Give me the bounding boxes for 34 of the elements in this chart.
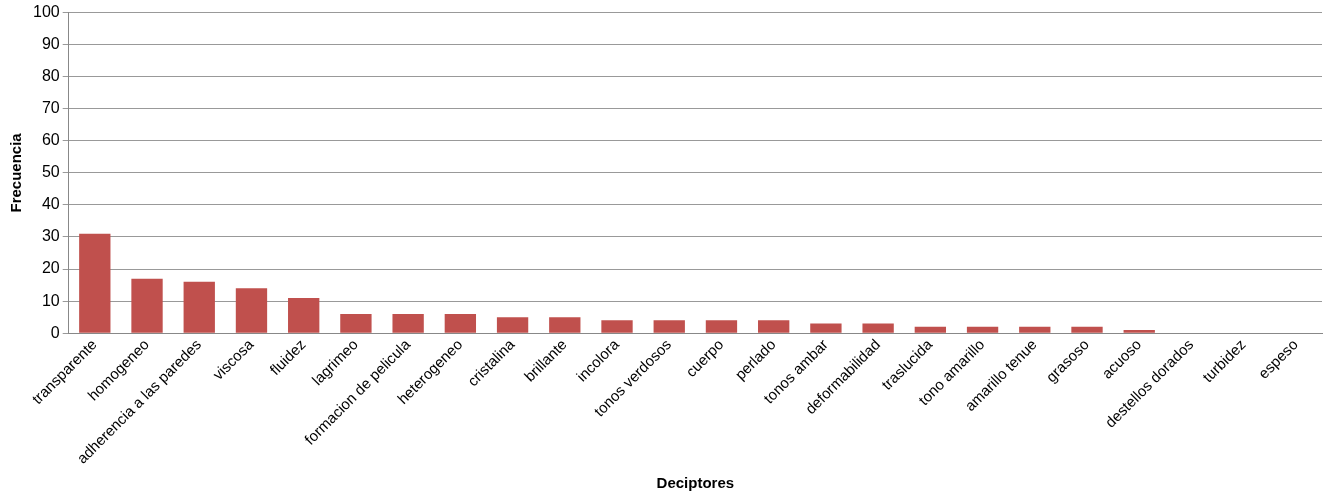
y-tick-label: 80 (41, 67, 60, 85)
bar (1071, 326, 1103, 333)
y-tick-label: 90 (41, 35, 60, 53)
bar (340, 313, 372, 333)
y-tick-label: 0 (50, 323, 60, 341)
bar (601, 320, 633, 333)
bar (705, 320, 738, 333)
bar (79, 233, 111, 333)
bar (1019, 326, 1051, 333)
bar (758, 320, 790, 333)
bar (549, 317, 581, 333)
y-tick-label: 50 (41, 163, 60, 181)
bar (966, 326, 999, 333)
y-tick-label: 70 (41, 99, 60, 117)
bar (183, 281, 215, 333)
bar (444, 313, 477, 333)
bar (1123, 329, 1155, 333)
bar (131, 278, 163, 333)
bar (288, 297, 320, 333)
y-tick-label: 20 (41, 259, 60, 277)
bar (810, 323, 842, 333)
y-tick-label: 60 (41, 131, 60, 149)
y-tick-label: 10 (41, 291, 60, 309)
bar (392, 313, 424, 333)
bar (653, 320, 685, 333)
x-axis-title: Deciptores (656, 474, 735, 492)
bar (496, 317, 529, 333)
bar (235, 288, 268, 333)
y-tick-label: 100 (32, 3, 60, 21)
y-axis-title: Frecuencia (7, 132, 25, 213)
bar (914, 326, 947, 333)
bar (862, 323, 894, 333)
y-tick-label: 40 (41, 195, 60, 213)
y-tick-label: 30 (41, 227, 60, 245)
